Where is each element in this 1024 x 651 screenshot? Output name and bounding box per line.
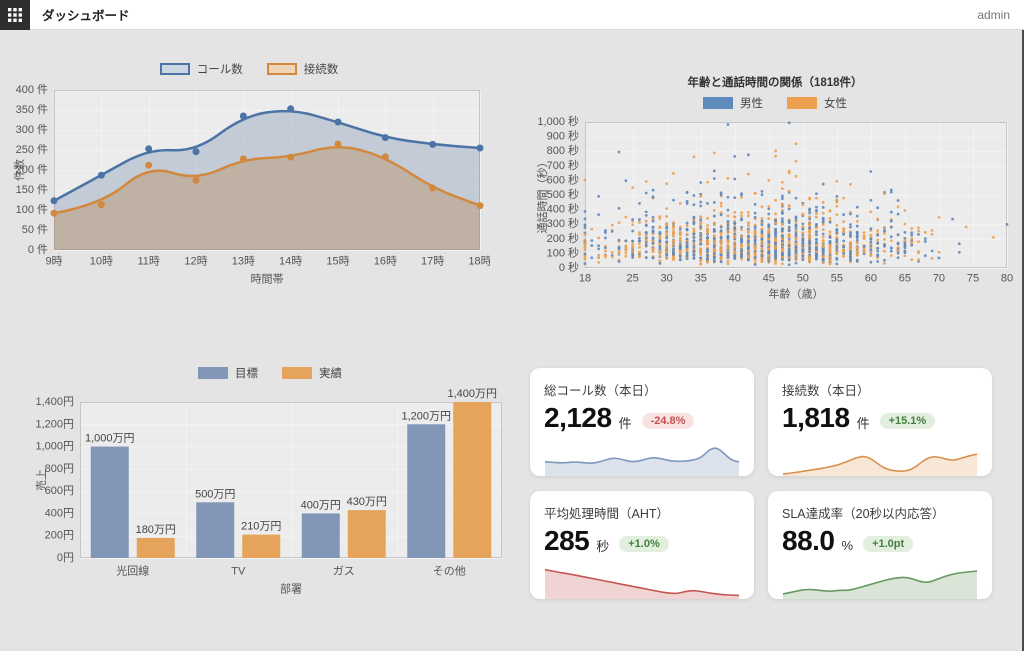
male-legend-swatch — [703, 97, 733, 109]
kpi-unit: % — [841, 537, 854, 553]
scatter-chart-legend: 男性 女性 — [533, 94, 1017, 112]
kpi-value: 2,128 — [544, 402, 612, 433]
connected-legend-swatch — [266, 63, 297, 75]
legend-item-female[interactable]: 女性 — [787, 95, 847, 111]
line-chart-legend: コール数 接続数 — [8, 60, 490, 78]
kpi-card-connected-calls: 接続数（本日） 1,818 件 +15.1% — [768, 368, 992, 476]
kpi-change-badge: +1.0pt — [863, 536, 914, 552]
female-legend-label: 女性 — [824, 98, 847, 110]
sla-sparkline — [782, 557, 978, 599]
legend-item-target[interactable]: 目標 — [198, 365, 258, 381]
kpi-change-badge: +15.1% — [879, 413, 936, 429]
kpi-title: 平均処理時間（AHT） — [544, 507, 670, 521]
bar-chart-legend: 目標 実績 — [30, 364, 510, 382]
kpi-card-total-calls: 総コール数（本日） 2,128 件 -24.8% — [530, 368, 754, 476]
legend-item-connected[interactable]: 接続数 — [266, 61, 339, 77]
kpi-title: 総コール数（本日） — [544, 384, 657, 398]
actual-legend-swatch — [282, 367, 312, 379]
target-legend-label: 目標 — [235, 368, 258, 380]
calls-legend-swatch — [159, 63, 190, 75]
page-title: ダッシュボード — [42, 9, 130, 23]
kpi-grid: 総コール数（本日） 2,128 件 -24.8% 接続数（本日） 1,818 件… — [530, 368, 992, 599]
female-legend-swatch — [787, 97, 817, 109]
male-legend-label: 男性 — [740, 98, 763, 110]
connected-calls-sparkline — [782, 434, 978, 476]
kpi-card-sla: SLA達成率（20秒以内応答） 88.0 % +1.0pt — [768, 491, 992, 599]
kpi-title: 接続数（本日） — [782, 384, 870, 398]
kpi-title: SLA達成率（20秒以内応答） — [782, 507, 945, 521]
age-duration-chart: 年齢と通話時間の関係（1818件） 男性 女性 — [533, 74, 1017, 304]
connected-legend-label: 接続数 — [303, 64, 339, 76]
kpi-unit: 件 — [856, 415, 870, 431]
kpi-card-aht: 平均処理時間（AHT） 285 秒 +1.0% — [530, 491, 754, 599]
kpi-unit: 秒 — [596, 538, 610, 554]
calls-legend-label: コール数 — [196, 64, 243, 76]
app-grid-menu-icon[interactable] — [0, 0, 30, 30]
kpi-change-badge: -24.8% — [641, 413, 695, 429]
kpi-value: 88.0 — [782, 525, 835, 556]
legend-item-calls[interactable]: コール数 — [159, 61, 243, 77]
kpi-value: 1,818 — [782, 402, 850, 433]
department-sales-chart: 目標 実績 — [30, 364, 510, 600]
age-duration-canvas — [533, 114, 1017, 304]
legend-item-male[interactable]: 男性 — [703, 95, 763, 111]
scatter-chart-title: 年齢と通話時間の関係（1818件） — [687, 77, 863, 89]
kpi-change-badge: +1.0% — [619, 536, 669, 552]
hourly-calls-canvas — [8, 82, 490, 294]
legend-item-actual[interactable]: 実績 — [282, 365, 342, 381]
aht-sparkline — [544, 557, 740, 599]
user-name[interactable]: admin — [977, 7, 1010, 22]
top-bar: ダッシュボード admin — [0, 0, 1024, 30]
window-right-edge — [1022, 0, 1024, 651]
kpi-unit: 件 — [618, 415, 632, 431]
department-sales-canvas — [30, 384, 510, 600]
actual-legend-label: 実績 — [319, 368, 342, 380]
hourly-calls-chart: コール数 接続数 — [8, 60, 490, 294]
total-calls-sparkline — [544, 434, 740, 476]
kpi-value: 285 — [544, 525, 590, 556]
target-legend-swatch — [198, 367, 228, 379]
